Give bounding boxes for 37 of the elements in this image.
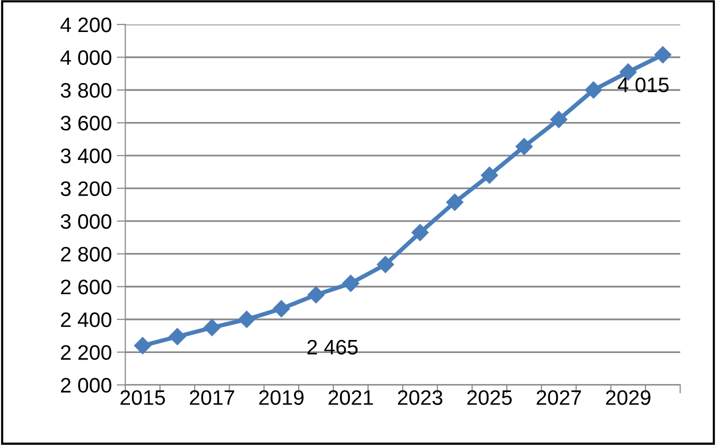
x-tick-label: 2025 bbox=[467, 390, 512, 405]
y-tick-label: 3 600 bbox=[60, 116, 112, 131]
point bbox=[584, 81, 602, 99]
y-tick-label: 4 000 bbox=[60, 50, 112, 65]
point bbox=[342, 274, 360, 292]
point bbox=[446, 194, 464, 211]
point bbox=[412, 224, 429, 242]
point bbox=[654, 46, 672, 64]
x-tick-label: 2027 bbox=[536, 390, 581, 405]
point bbox=[134, 337, 152, 354]
point bbox=[516, 138, 533, 156]
point bbox=[550, 110, 568, 128]
x-tick-label: 2023 bbox=[398, 390, 442, 405]
point bbox=[168, 328, 186, 346]
point bbox=[376, 256, 394, 274]
y-tick-label: 2 200 bbox=[61, 345, 112, 360]
y-tick-label: 3 400 bbox=[60, 148, 112, 164]
y-tick-label: 3 000 bbox=[60, 214, 112, 229]
y-tick-label: 4 200 bbox=[60, 17, 112, 32]
point bbox=[307, 286, 325, 304]
x-tick-label: 2021 bbox=[328, 390, 373, 405]
y-tick-label: 2 800 bbox=[61, 246, 112, 262]
y-tick-label: 2 600 bbox=[61, 280, 112, 294]
point bbox=[272, 300, 290, 318]
point bbox=[238, 310, 256, 328]
x-tick-label: 2017 bbox=[190, 390, 234, 405]
point bbox=[203, 319, 221, 336]
x-tick-label: 2015 bbox=[120, 390, 165, 405]
data-label: 4 015 bbox=[618, 78, 669, 92]
y-tick-label: 2 000 bbox=[61, 378, 112, 393]
x-tick-label: 2019 bbox=[259, 390, 304, 405]
point bbox=[480, 166, 498, 184]
y-tick-label: 3 200 bbox=[60, 181, 112, 196]
y-tick-label: 3 800 bbox=[60, 83, 112, 98]
y-tick-label: 2 400 bbox=[61, 312, 112, 328]
x-tick-label: 2029 bbox=[606, 390, 650, 405]
data-label: 2 465 bbox=[307, 340, 358, 355]
